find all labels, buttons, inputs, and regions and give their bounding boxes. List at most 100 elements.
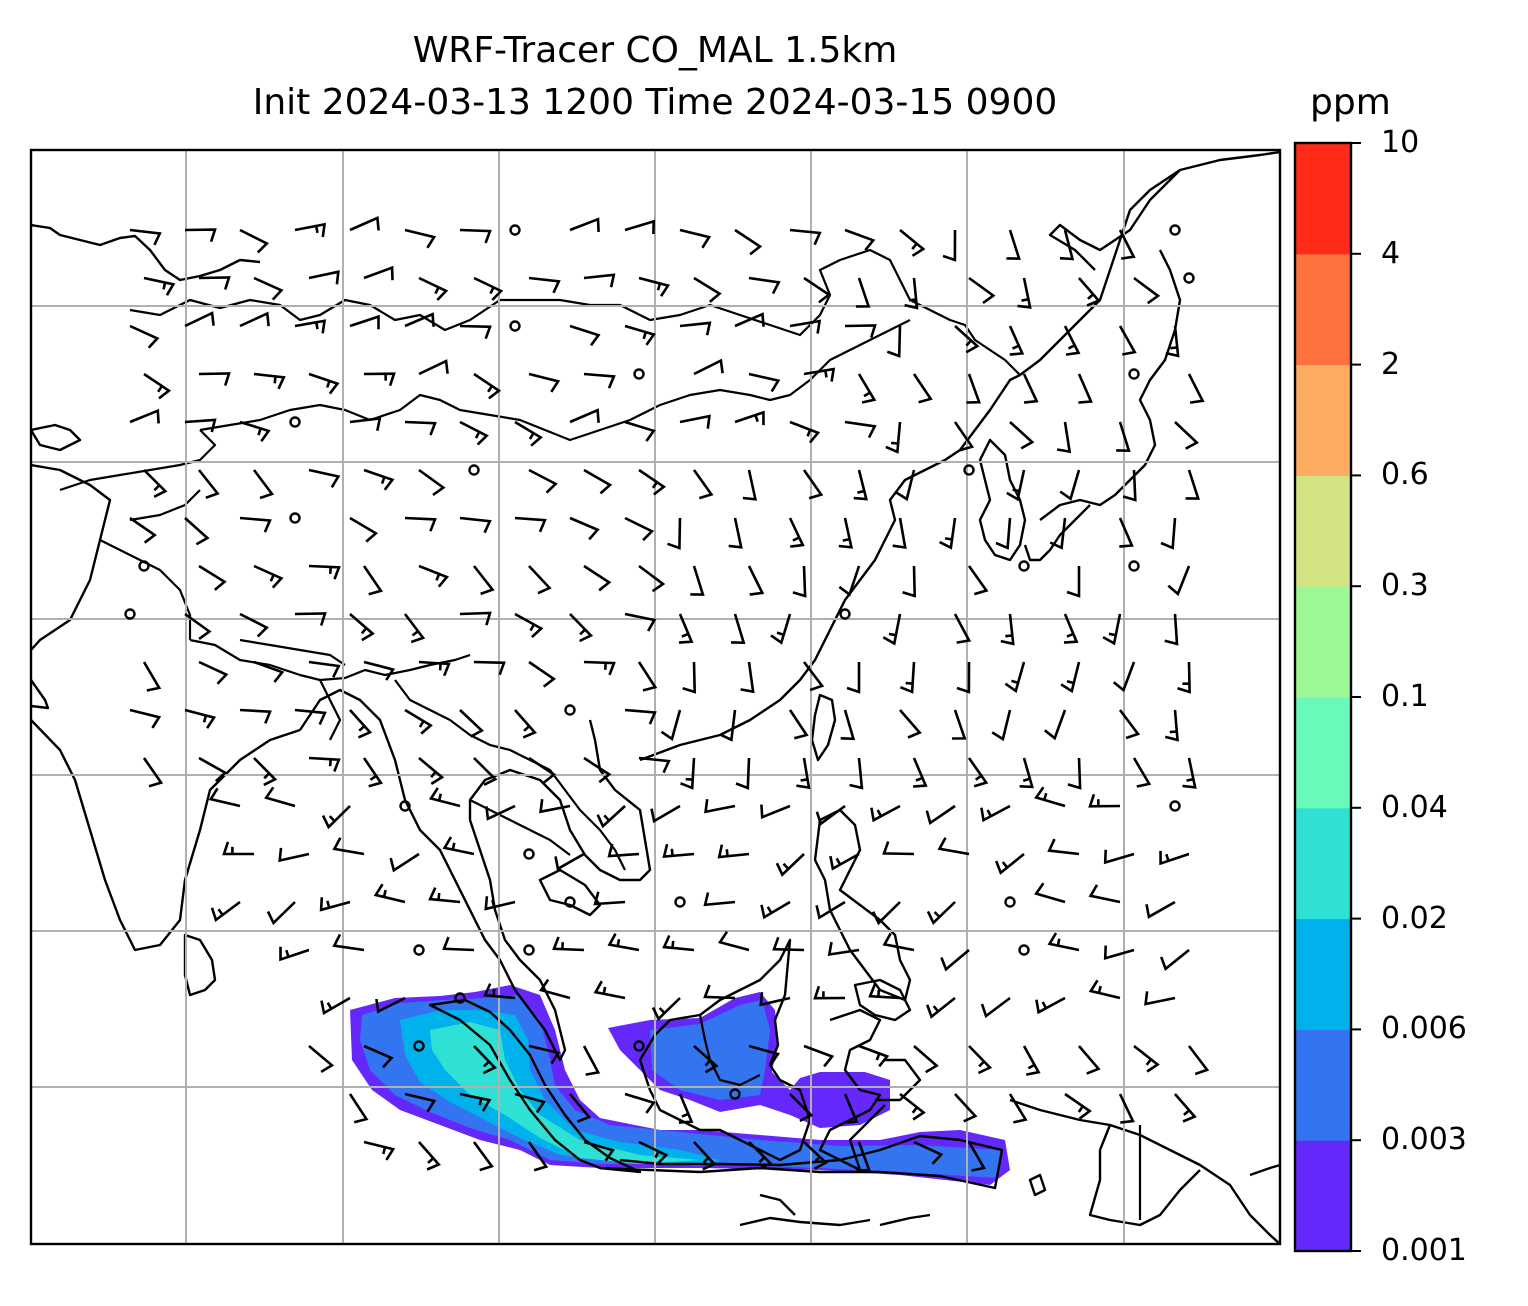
calm-wind-marker: [564, 704, 576, 716]
wind-barb: [184, 612, 212, 640]
wind-barb: [829, 852, 860, 871]
wind-barb: [1006, 229, 1021, 260]
calm-wind-marker: [963, 464, 975, 476]
wind-barb: [403, 613, 426, 644]
wind-barb: [940, 949, 970, 972]
wind-barb: [1009, 421, 1035, 450]
wind-barb: [1165, 325, 1180, 358]
wind-barb: [624, 324, 656, 346]
wind-barb: [1145, 900, 1176, 919]
wind-barb: [210, 900, 241, 923]
wind-barb: [803, 1044, 835, 1068]
wind-barb: [844, 228, 876, 252]
wind-barb: [253, 757, 278, 787]
wind-barb: [1159, 850, 1190, 866]
wind-barb: [129, 408, 160, 424]
wind-barb: [198, 372, 231, 386]
wind-barb: [937, 837, 970, 856]
wind-barb: [803, 367, 836, 382]
wind-barb: [693, 358, 724, 376]
wind-barb: [583, 756, 612, 784]
wind-barb: [789, 420, 821, 444]
wind-barb: [129, 228, 162, 246]
wind-barb: [858, 1044, 890, 1068]
wind-barb: [1118, 517, 1134, 548]
wind-barb: [1167, 565, 1191, 597]
wind-barb: [418, 276, 449, 301]
wind-barb: [748, 372, 781, 393]
map-frame: [29, 148, 1282, 1246]
calm-wind-marker: [1169, 800, 1181, 812]
wind-barb: [569, 613, 594, 643]
plume-mid-borneo: [650, 1000, 770, 1100]
wind-barb: [882, 613, 902, 646]
wind-barb: [142, 757, 164, 788]
wind-barb: [459, 1092, 492, 1112]
wind-barb: [913, 1140, 944, 1165]
coastline-philippines-south: [853, 978, 912, 1022]
coastline-nz-corner: [1249, 1163, 1280, 1177]
wind-barb: [239, 708, 272, 724]
wind-barb: [870, 804, 901, 823]
wind-barb: [483, 983, 516, 1000]
wind-barb: [693, 1045, 719, 1074]
wind-barb: [184, 228, 217, 243]
wind-barb: [747, 565, 765, 596]
wind-barb: [143, 276, 176, 296]
wind-barb: [1159, 948, 1190, 971]
wind-barb: [624, 420, 656, 442]
wind-barb: [1122, 469, 1137, 502]
wind-barb: [373, 883, 406, 904]
wind-barb: [980, 996, 1011, 1019]
wind-barb: [363, 1140, 396, 1161]
wind-barb: [679, 228, 712, 249]
wind-barb: [484, 896, 516, 911]
coastline-sea-okhotsk: [1048, 169, 1181, 271]
calm-wind-marker: [1004, 896, 1016, 908]
colorbar: [1293, 141, 1361, 1253]
wind-barb: [953, 613, 972, 644]
wind-barb: [995, 517, 1012, 550]
wind-barb: [1047, 932, 1080, 952]
wind-barb: [308, 270, 340, 285]
wind-barb: [802, 661, 825, 692]
wind-barb: [759, 992, 791, 1007]
wind-barb: [308, 1045, 335, 1074]
colorbar-tick-label: 2: [1381, 346, 1401, 382]
wind-barb: [624, 612, 657, 632]
wind-barb: [363, 372, 396, 387]
calm-wind-marker: [564, 896, 576, 908]
colorbar-tick-label: 0.003: [1381, 1122, 1467, 1158]
colorbar-tick-label: 0.6: [1381, 457, 1429, 493]
wind-barb: [954, 1093, 978, 1123]
wind-barb: [239, 420, 271, 442]
coastline-java: [599, 1134, 1004, 1190]
wind-barb: [1067, 757, 1082, 790]
wind-barb: [308, 756, 341, 772]
colorbar-tick-label: 0.001: [1381, 1233, 1467, 1268]
wind-barb: [788, 709, 809, 740]
wind-barb: [485, 804, 516, 821]
wind-barb: [418, 468, 446, 497]
calm-wind-marker: [138, 560, 150, 572]
wind-barb: [650, 804, 681, 824]
wind-barb: [926, 901, 956, 925]
wind-barb: [349, 215, 380, 232]
coastline-japan: [1023, 249, 1182, 562]
wind-barb: [363, 265, 394, 281]
border-nepal-bangla: [239, 638, 346, 741]
wind-barb: [967, 565, 989, 596]
wind-barb: [1133, 276, 1161, 305]
wind-barb: [332, 933, 365, 952]
wind-barb: [624, 708, 657, 725]
wind-barb: [514, 1092, 546, 1114]
wind-barb: [680, 757, 696, 790]
coastline-russia-east: [1019, 150, 1280, 376]
wind-barb: [895, 469, 916, 502]
wind-barb: [885, 421, 902, 454]
wind-barb: [294, 612, 327, 626]
wind-barb: [472, 1141, 494, 1172]
colorbar-segment: [1295, 253, 1351, 366]
wind-barb: [1006, 469, 1026, 502]
wind-barb: [596, 805, 626, 829]
